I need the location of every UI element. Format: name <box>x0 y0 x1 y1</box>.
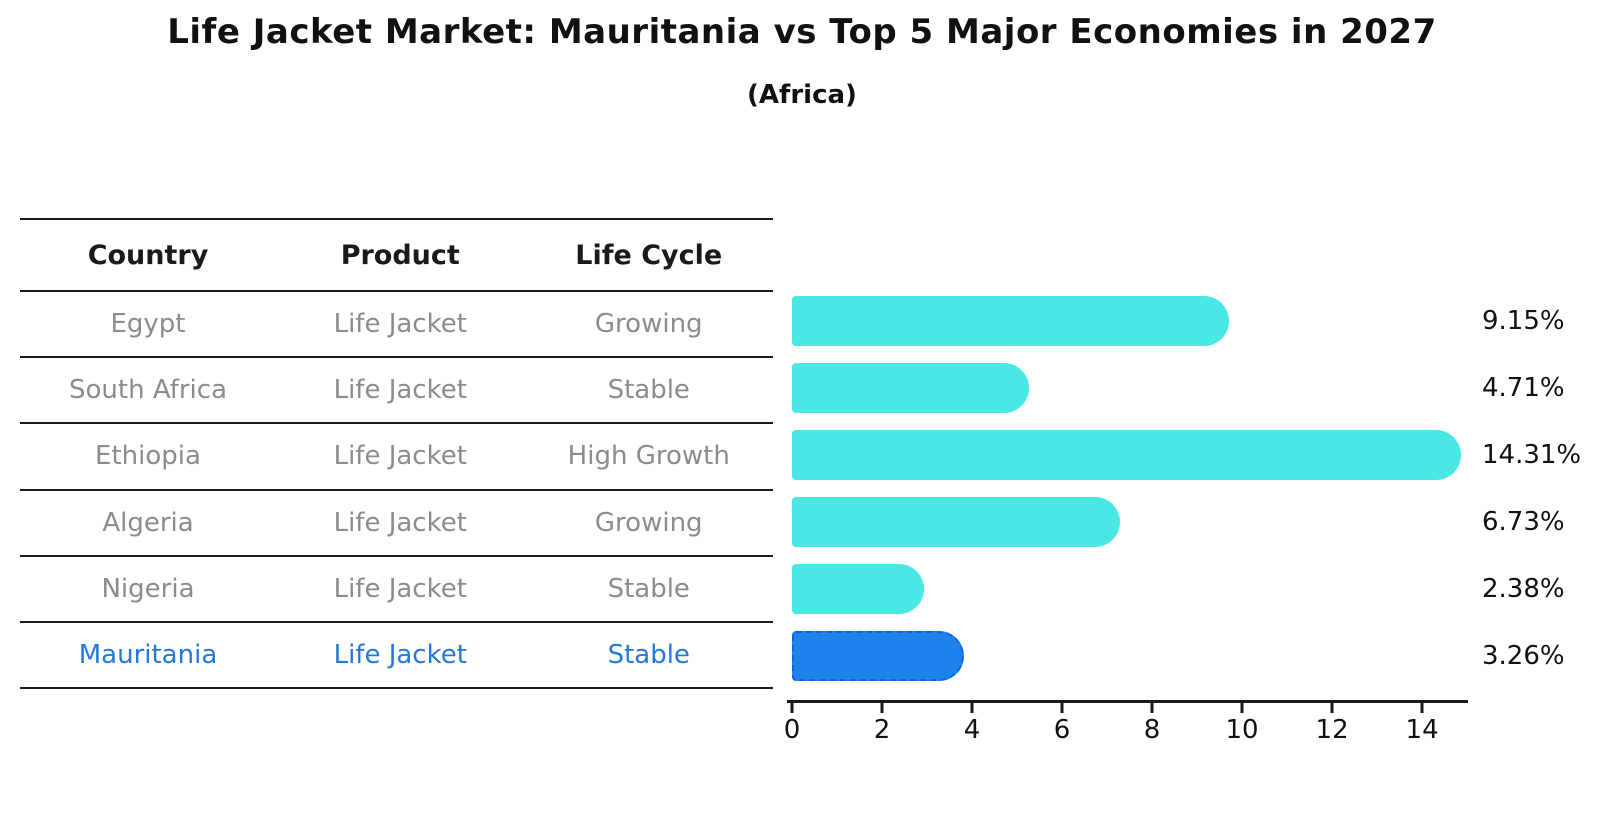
cell-life-cycle: Growing <box>594 309 703 340</box>
cell-country: Egypt <box>110 309 186 340</box>
cell-country: Ethiopia <box>95 441 201 472</box>
cell-country: Mauritania <box>78 639 218 670</box>
cell-product: Life Jacket <box>333 639 467 670</box>
x-axis: 0 2 4 6 8 10 12 14 <box>784 700 1468 750</box>
x-axis-tick-label: 8 <box>1143 715 1161 745</box>
cell-country: South Africa <box>69 375 227 406</box>
x-axis-tick-label: 6 <box>1053 715 1071 745</box>
column-header-country: Country <box>87 239 209 271</box>
cell-product: Life Jacket <box>333 507 467 538</box>
x-axis-tick <box>1240 703 1244 713</box>
cell-product: Life Jacket <box>333 573 467 604</box>
x-axis-tick-label: 14 <box>1405 715 1439 745</box>
cell-life-cycle: Stable <box>607 375 690 406</box>
cell-product: Life Jacket <box>333 375 467 406</box>
bar-algeria <box>792 496 1120 547</box>
cell-life-cycle: Stable <box>607 639 690 670</box>
bar-ethiopia <box>792 430 1462 481</box>
column-header-product: Product <box>340 239 460 271</box>
table-row-algeria: Algeria Life Jacket Growing <box>20 491 773 557</box>
x-axis-tick <box>790 703 794 713</box>
x-axis-tick-label: 4 <box>963 715 981 745</box>
value-label-algeria: 6.73% <box>1482 506 1565 537</box>
cell-life-cycle: Growing <box>594 507 703 538</box>
table-row-egypt: Egypt Life Jacket Growing <box>20 292 773 359</box>
bar-row <box>792 288 1468 355</box>
cell-life-cycle: Stable <box>607 573 690 604</box>
cell-product: Life Jacket <box>333 309 467 340</box>
value-label-egypt: 9.15% <box>1482 306 1565 337</box>
x-axis-tick <box>880 703 884 713</box>
value-label-column: 9.15% 4.71% 14.31% 6.73% 2.38% 3.26% <box>1482 288 1602 689</box>
x-axis-tick-label: 10 <box>1225 715 1259 745</box>
x-axis-tick <box>970 703 974 713</box>
table-header-row: Country Product Life Cycle <box>20 218 773 292</box>
value-label-mauritania: 3.26% <box>1482 640 1565 671</box>
x-axis-tick-label: 12 <box>1315 715 1349 745</box>
cell-product: Life Jacket <box>333 441 467 472</box>
table-body: Egypt Life Jacket Growing South Africa L… <box>20 292 773 690</box>
data-table: Country Product Life Cycle Egypt Life Ja… <box>20 218 773 690</box>
plot-area <box>792 288 1468 689</box>
x-axis-tick <box>1330 703 1334 713</box>
bar-row <box>792 622 1468 689</box>
table-row-ethiopia: Ethiopia Life Jacket High Growth <box>20 424 773 491</box>
value-label-ethiopia: 14.31% <box>1482 440 1582 471</box>
cell-country: Nigeria <box>101 573 195 604</box>
bar-south-africa <box>792 363 1029 414</box>
table-row-nigeria: Nigeria Life Jacket Stable <box>20 557 773 623</box>
x-axis-tick <box>1060 703 1064 713</box>
value-label-south-africa: 4.71% <box>1482 373 1565 404</box>
table-row-mauritania: Mauritania Life Jacket Stable <box>20 623 773 690</box>
bar-row <box>792 422 1468 489</box>
x-axis-tick-label: 2 <box>873 715 891 745</box>
x-axis-tick-label: 0 <box>783 715 801 745</box>
x-axis-tick <box>1420 703 1424 713</box>
bar-row <box>792 355 1468 422</box>
bar-mauritania <box>792 630 964 681</box>
bar-row <box>792 488 1468 555</box>
cell-life-cycle: High Growth <box>567 441 730 472</box>
bar-nigeria <box>792 563 925 614</box>
x-axis-tick <box>1150 703 1154 713</box>
bar-row <box>792 555 1468 622</box>
bar-egypt <box>792 296 1229 347</box>
table-row-south-africa: South Africa Life Jacket Stable <box>20 358 773 425</box>
chart-subtitle: (Africa) <box>747 80 857 110</box>
cell-country: Algeria <box>102 507 194 538</box>
value-label-nigeria: 2.38% <box>1482 573 1565 604</box>
chart-title: Life Jacket Market: Mauritania vs Top 5 … <box>167 12 1437 52</box>
x-axis-line <box>787 700 1468 703</box>
column-header-life-cycle: Life Cycle <box>575 239 723 271</box>
